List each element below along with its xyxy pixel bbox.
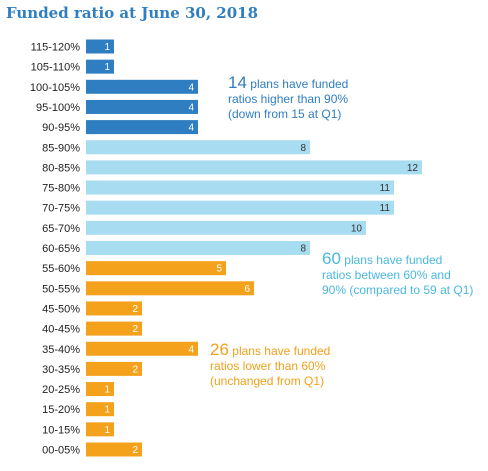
value-label-55-60: 5 <box>216 264 222 275</box>
value-label-80-85: 12 <box>407 163 419 174</box>
category-label-35-40: 35-40% <box>42 344 80 356</box>
category-label-50-55: 50-55% <box>42 283 80 295</box>
value-label-115-120: 1 <box>104 42 110 53</box>
value-label-20-25: 1 <box>104 385 110 396</box>
bar-115-120 <box>86 39 114 54</box>
value-label-50-55: 6 <box>244 284 250 295</box>
bar-70-75 <box>86 200 394 215</box>
category-label-90-95: 90-95% <box>42 122 80 134</box>
bar-30-35 <box>86 361 142 376</box>
category-label-115-120: 115-120% <box>31 42 81 54</box>
value-label-100-105: 4 <box>188 82 194 93</box>
value-label-00-05: 2 <box>132 445 138 456</box>
bar-80-85 <box>86 160 422 175</box>
value-label-35-40: 4 <box>188 344 194 355</box>
annotation-low-line-2: ratios lower than 60% <box>210 359 326 373</box>
bar-105-110 <box>86 59 114 74</box>
category-label-20-25: 20-25% <box>42 384 80 396</box>
value-label-85-90: 8 <box>300 143 306 154</box>
category-label-80-85: 80-85% <box>42 162 80 174</box>
bar-20-25 <box>86 382 114 397</box>
value-label-15-20: 1 <box>104 405 110 416</box>
value-label-10-15: 1 <box>104 425 110 436</box>
bar-10-15 <box>86 422 114 437</box>
annotation-mid-line-2: ratios between 60% and <box>322 268 451 282</box>
bar-40-45 <box>86 321 142 336</box>
bar-55-60 <box>86 261 226 276</box>
annotation-mid: 60 plans have funded ratios between 60% … <box>322 249 474 298</box>
bar-85-90 <box>86 140 310 155</box>
category-label-30-35: 30-35% <box>42 364 80 376</box>
annotation-high: 14 plans have funded ratios higher than … <box>228 73 349 122</box>
bar-65-70 <box>86 220 366 235</box>
value-label-30-35: 2 <box>132 364 138 375</box>
bar-95-100 <box>86 99 198 114</box>
annotation-mid-line-1: plans have funded <box>344 253 443 267</box>
chart-title: Funded ratio at June 30, 2018 <box>6 4 259 22</box>
bar-75-80 <box>86 180 394 195</box>
value-label-95-100: 4 <box>188 102 194 113</box>
value-label-90-95: 4 <box>188 123 194 134</box>
category-label-55-60: 55-60% <box>42 263 80 275</box>
bar-100-105 <box>86 79 198 94</box>
category-label-15-20: 15-20% <box>42 404 80 416</box>
bar-60-65 <box>86 241 310 255</box>
annotation-high-count: 14 <box>228 73 247 92</box>
annotation-high-line-1: plans have funded <box>250 77 349 91</box>
value-label-75-80: 11 <box>380 183 391 194</box>
annotation-low-line-3: (unchanged from Q1) <box>210 374 325 388</box>
bar-50-55 <box>86 281 254 296</box>
annotation-low-count: 26 <box>210 340 229 359</box>
category-label-60-65: 60-65% <box>42 243 80 255</box>
category-label-75-80: 75-80% <box>42 183 80 195</box>
category-label-100-105: 100-105% <box>30 82 80 94</box>
bar-90-95 <box>86 120 198 135</box>
annotation-mid-count: 60 <box>322 249 341 268</box>
category-label-85-90: 85-90% <box>42 142 80 154</box>
category-label-10-15: 10-15% <box>42 424 80 436</box>
category-label-95-100: 95-100% <box>36 102 80 114</box>
category-label-40-45: 40-45% <box>42 324 80 336</box>
value-label-60-65: 8 <box>300 244 306 255</box>
bar-15-20 <box>86 402 114 417</box>
bar-00-05 <box>86 442 142 457</box>
category-label-105-110: 105-110% <box>31 62 81 74</box>
annotation-high-line-3: (down from 15 at Q1) <box>228 107 342 121</box>
category-label-70-75: 70-75% <box>42 203 80 215</box>
category-label-65-70: 65-70% <box>42 223 80 235</box>
annotation-low: 26 plans have funded ratios lower than 6… <box>210 340 331 389</box>
category-label-00-05: 00-05% <box>42 445 80 457</box>
bar-35-40 <box>86 341 198 356</box>
value-label-70-75: 11 <box>380 203 391 214</box>
category-label-45-50: 45-50% <box>42 303 80 315</box>
annotation-low-line-1: plans have funded <box>232 344 331 358</box>
annotation-high-line-2: ratios higher than 90% <box>228 92 349 106</box>
bar-45-50 <box>86 301 142 316</box>
annotation-mid-line-3: 90% (compared to 59 at Q1) <box>322 283 474 297</box>
value-label-65-70: 10 <box>351 223 363 234</box>
value-label-40-45: 2 <box>132 324 138 335</box>
value-label-105-110: 1 <box>104 62 110 73</box>
value-label-45-50: 2 <box>132 304 138 315</box>
